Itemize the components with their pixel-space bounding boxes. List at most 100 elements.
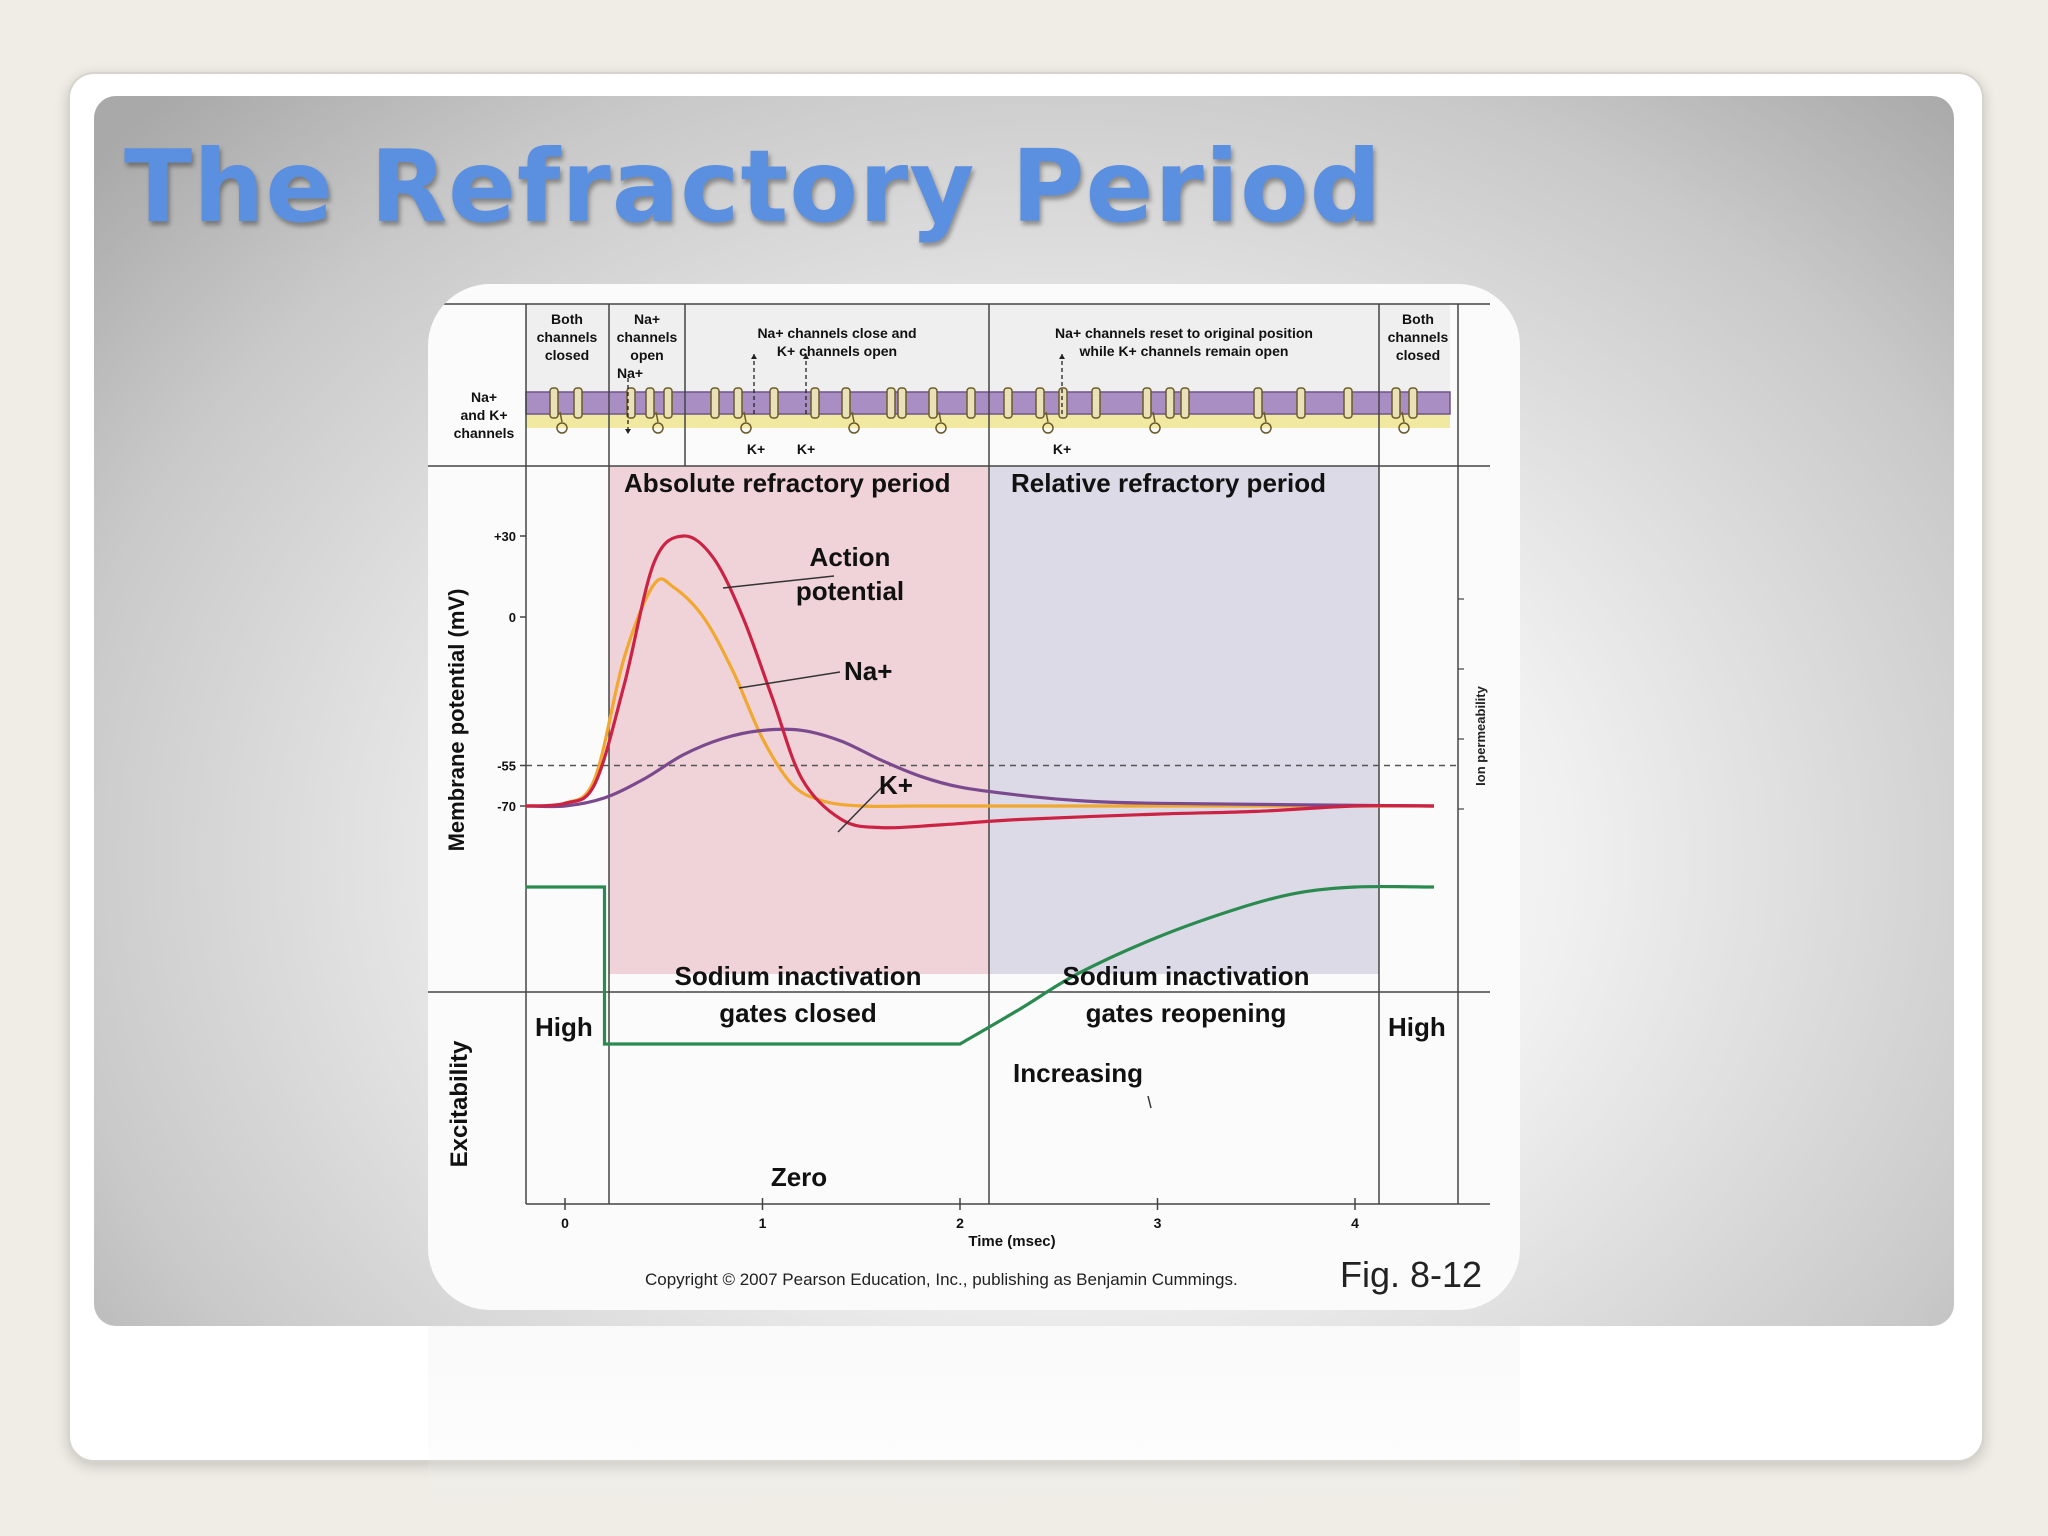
series-excitability	[525, 884, 1435, 1046]
y-tick-label: -70	[497, 799, 516, 814]
inactivation-gate-stalk	[743, 411, 747, 423]
channel-protein	[886, 387, 896, 419]
x-axis-label: Time (msec)	[968, 1233, 1055, 1250]
figure-diagram: Na+ and K+ channels Both channels closed Na+ ch…	[428, 303, 1490, 1250]
x-tick-label: 4	[1351, 1215, 1359, 1231]
action-potential-label-1: Action	[810, 542, 891, 572]
absolute-period-band	[609, 466, 989, 974]
channel-state-line: Both	[1402, 311, 1434, 327]
series-na-	[525, 577, 1434, 808]
x-tick-label: 2	[956, 1215, 964, 1231]
arrow-head	[751, 354, 757, 359]
channel-protein	[733, 387, 743, 419]
gates-closed-label: gates closed	[719, 998, 877, 1028]
channel-protein	[1142, 387, 1152, 419]
channel-protein	[897, 387, 907, 419]
channel-protein	[1165, 387, 1175, 419]
gates-reopening-label: Sodium inactivation	[1062, 961, 1309, 991]
increasing-label: Increasing	[1013, 1058, 1143, 1088]
channel-protein	[645, 387, 655, 419]
channel-protein	[1253, 387, 1263, 419]
channel-protein	[928, 387, 938, 419]
channel-protein	[810, 387, 820, 419]
channel-protein	[1296, 387, 1306, 419]
inactivation-gate-ball	[1260, 422, 1272, 434]
arrow-head	[1059, 354, 1065, 359]
channel-protein	[1343, 387, 1353, 419]
inactivation-gate-ball	[740, 422, 752, 434]
channel-state-line: Na+	[634, 311, 660, 327]
arrow-head	[625, 429, 631, 434]
ion-label: K+	[1053, 441, 1071, 457]
channel-state-line: K+ channels open	[777, 343, 897, 359]
row-label-line: and K+	[460, 407, 507, 423]
inactivation-gate-ball	[1398, 422, 1410, 434]
inactivation-gate-stalk	[938, 411, 942, 423]
inactivation-gate-ball	[652, 422, 664, 434]
channel-protein	[663, 387, 673, 419]
channel-protein	[1180, 387, 1190, 419]
channel-protein	[1391, 387, 1401, 419]
channel-state-line: closed	[545, 347, 589, 363]
zero-label: Zero	[771, 1162, 827, 1192]
high-right-label: High	[1388, 1012, 1446, 1042]
y-tick-label: -55	[497, 759, 516, 774]
action-potential-label-2: potential	[796, 576, 904, 606]
gate-labels: Sodium inactivation gates closed Sodium in…	[674, 961, 1309, 1028]
channel-protein	[966, 387, 976, 419]
channel-protein	[1408, 387, 1418, 419]
figure-label: Fig. 8-12	[1340, 1254, 1483, 1295]
row-label-line: Na+	[471, 389, 497, 405]
x-tick-label: 1	[759, 1215, 767, 1231]
inactivation-gate-ball	[1149, 422, 1161, 434]
channel-protein	[841, 387, 851, 419]
series-action-potential	[525, 534, 1435, 830]
y2-axis-label: Ion permeability	[1473, 685, 1488, 785]
channel-state-line: channels	[617, 329, 678, 345]
ion-label: K+	[797, 441, 815, 457]
k-leader	[837, 785, 884, 833]
inactivation-gate-stalk	[851, 411, 855, 423]
y-tick-label: +30	[494, 529, 516, 544]
x-tick-label: 0	[561, 1215, 569, 1231]
relative-period-label: Relative refractory period	[1011, 468, 1326, 498]
gates-closed-label: Sodium inactivation	[674, 961, 921, 991]
slide-title: The Refractory Period	[124, 128, 1383, 245]
channel-protein	[1058, 387, 1068, 419]
series-k-	[525, 727, 1435, 809]
inactivation-gate-ball	[556, 422, 568, 434]
channel-protein	[1091, 387, 1101, 419]
channel-protein	[626, 387, 636, 419]
channel-protein	[549, 387, 559, 419]
figure-card: Na+ and K+ channels Both channels closed Na+ ch…	[428, 284, 1520, 1310]
channel-state-line: open	[630, 347, 663, 363]
action-potential-leader	[722, 575, 835, 589]
x-axis-ticks: 0 1 2 3 4	[561, 1198, 1359, 1231]
k-label: K+	[879, 770, 913, 800]
x-tick-label: 3	[1154, 1215, 1162, 1231]
inactivation-gate-stalk	[1401, 411, 1405, 423]
row-label-line: channels	[454, 425, 515, 441]
na-label: Na+	[844, 656, 892, 686]
inactivation-gate-stalk	[655, 411, 659, 423]
channel-protein	[573, 387, 583, 419]
increasing-leader	[1147, 1095, 1152, 1109]
inactivation-gate-stalk	[1152, 411, 1156, 423]
inactivation-gate-stalk	[1045, 411, 1049, 423]
channel-state-line: channels	[1388, 329, 1449, 345]
copyright-caption: Copyright © 2007 Pearson Education, Inc.…	[645, 1270, 1238, 1289]
channel-protein	[1003, 387, 1013, 419]
na-leader	[738, 671, 841, 689]
inactivation-gate-ball	[935, 422, 947, 434]
inactivation-gate-stalk	[1263, 411, 1267, 423]
excitability-label: Excitability	[446, 1040, 473, 1167]
arrow-head	[803, 354, 809, 359]
channel-state-line: Both	[551, 311, 583, 327]
channel-state-line: Na+ channels close and	[757, 325, 916, 341]
membrane-channels	[549, 354, 1418, 434]
y-tick-label: 0	[509, 610, 516, 625]
absolute-period-label: Absolute refractory period	[624, 468, 951, 498]
channel-state-line: while K+ channels remain open	[1079, 343, 1289, 359]
ion-label: Na+	[617, 365, 643, 381]
channel-header-text: Na+ and K+ channels Both channels closed Na+ ch…	[454, 311, 1449, 457]
